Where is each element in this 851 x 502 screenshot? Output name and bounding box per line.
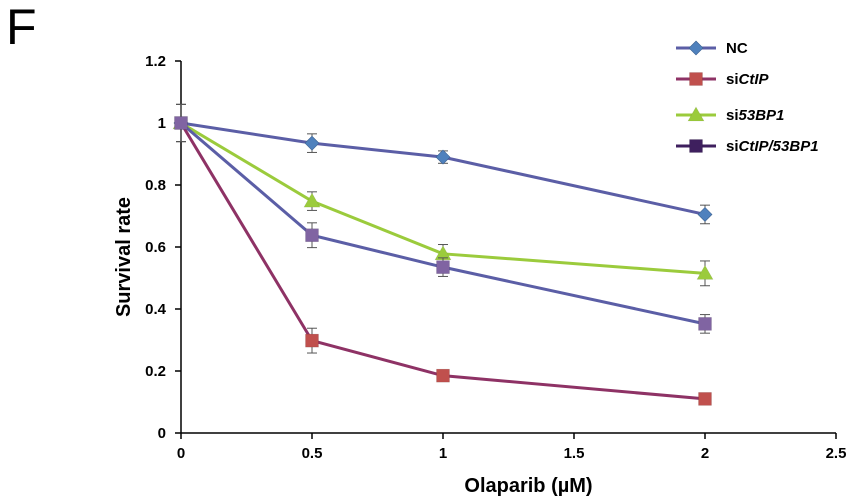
data-point xyxy=(697,207,713,222)
data-point xyxy=(436,260,450,274)
x-tick-label: 1 xyxy=(439,445,447,462)
data-point xyxy=(305,228,319,243)
panel-label: F xyxy=(6,0,37,55)
data-point xyxy=(303,192,321,208)
series-line xyxy=(180,121,706,216)
legend-label: NC xyxy=(726,40,748,57)
y-axis-title: Survival rate xyxy=(113,197,135,317)
y-tick-label: 0.8 xyxy=(145,177,166,194)
data-point xyxy=(696,264,714,280)
data-point xyxy=(698,392,712,406)
y-tick-label: 1 xyxy=(158,115,166,132)
data-point xyxy=(304,135,320,151)
y-tick-label: 1.2 xyxy=(145,53,166,70)
series-nc xyxy=(173,103,713,225)
x-tick-label: 1.5 xyxy=(564,445,585,462)
legend-item: siCtIP/53BP1 xyxy=(676,138,819,155)
x-tick-label: 0.5 xyxy=(302,445,323,462)
data-point xyxy=(174,116,188,130)
legend-marker xyxy=(689,139,703,153)
x-axis-title: Olaparib (µM) xyxy=(464,475,592,497)
data-point xyxy=(305,333,319,348)
series-line xyxy=(179,122,706,401)
x-tick-label: 0 xyxy=(177,445,185,462)
y-tick-label: 0.6 xyxy=(145,239,166,256)
legend-item: si53BP1 xyxy=(676,106,784,124)
legend-marker xyxy=(689,72,703,86)
legend-item: siCtIP xyxy=(676,71,770,88)
legend-marker xyxy=(687,106,705,122)
data-point xyxy=(436,368,450,383)
y-tick-label: 0.2 xyxy=(145,363,166,380)
series-sictip-53bp1 xyxy=(174,103,712,334)
data-point xyxy=(435,149,451,165)
legend-label: si53BP1 xyxy=(726,107,784,124)
x-tick-label: 2.5 xyxy=(826,445,847,462)
series-line xyxy=(180,121,706,326)
y-tick-label: 0 xyxy=(158,425,166,442)
x-tick-label: 2 xyxy=(701,445,709,462)
legend-marker xyxy=(688,40,704,56)
y-tick-label: 0.4 xyxy=(145,301,167,318)
data-point xyxy=(698,317,712,331)
legend: NC siCtIP si53BP1 siCtIP/53BP1 xyxy=(676,40,819,155)
legend-label: siCtIP/53BP1 xyxy=(726,138,819,155)
legend-label: siCtIP xyxy=(726,71,770,88)
series-line xyxy=(180,121,706,275)
legend-item: NC xyxy=(676,40,748,57)
